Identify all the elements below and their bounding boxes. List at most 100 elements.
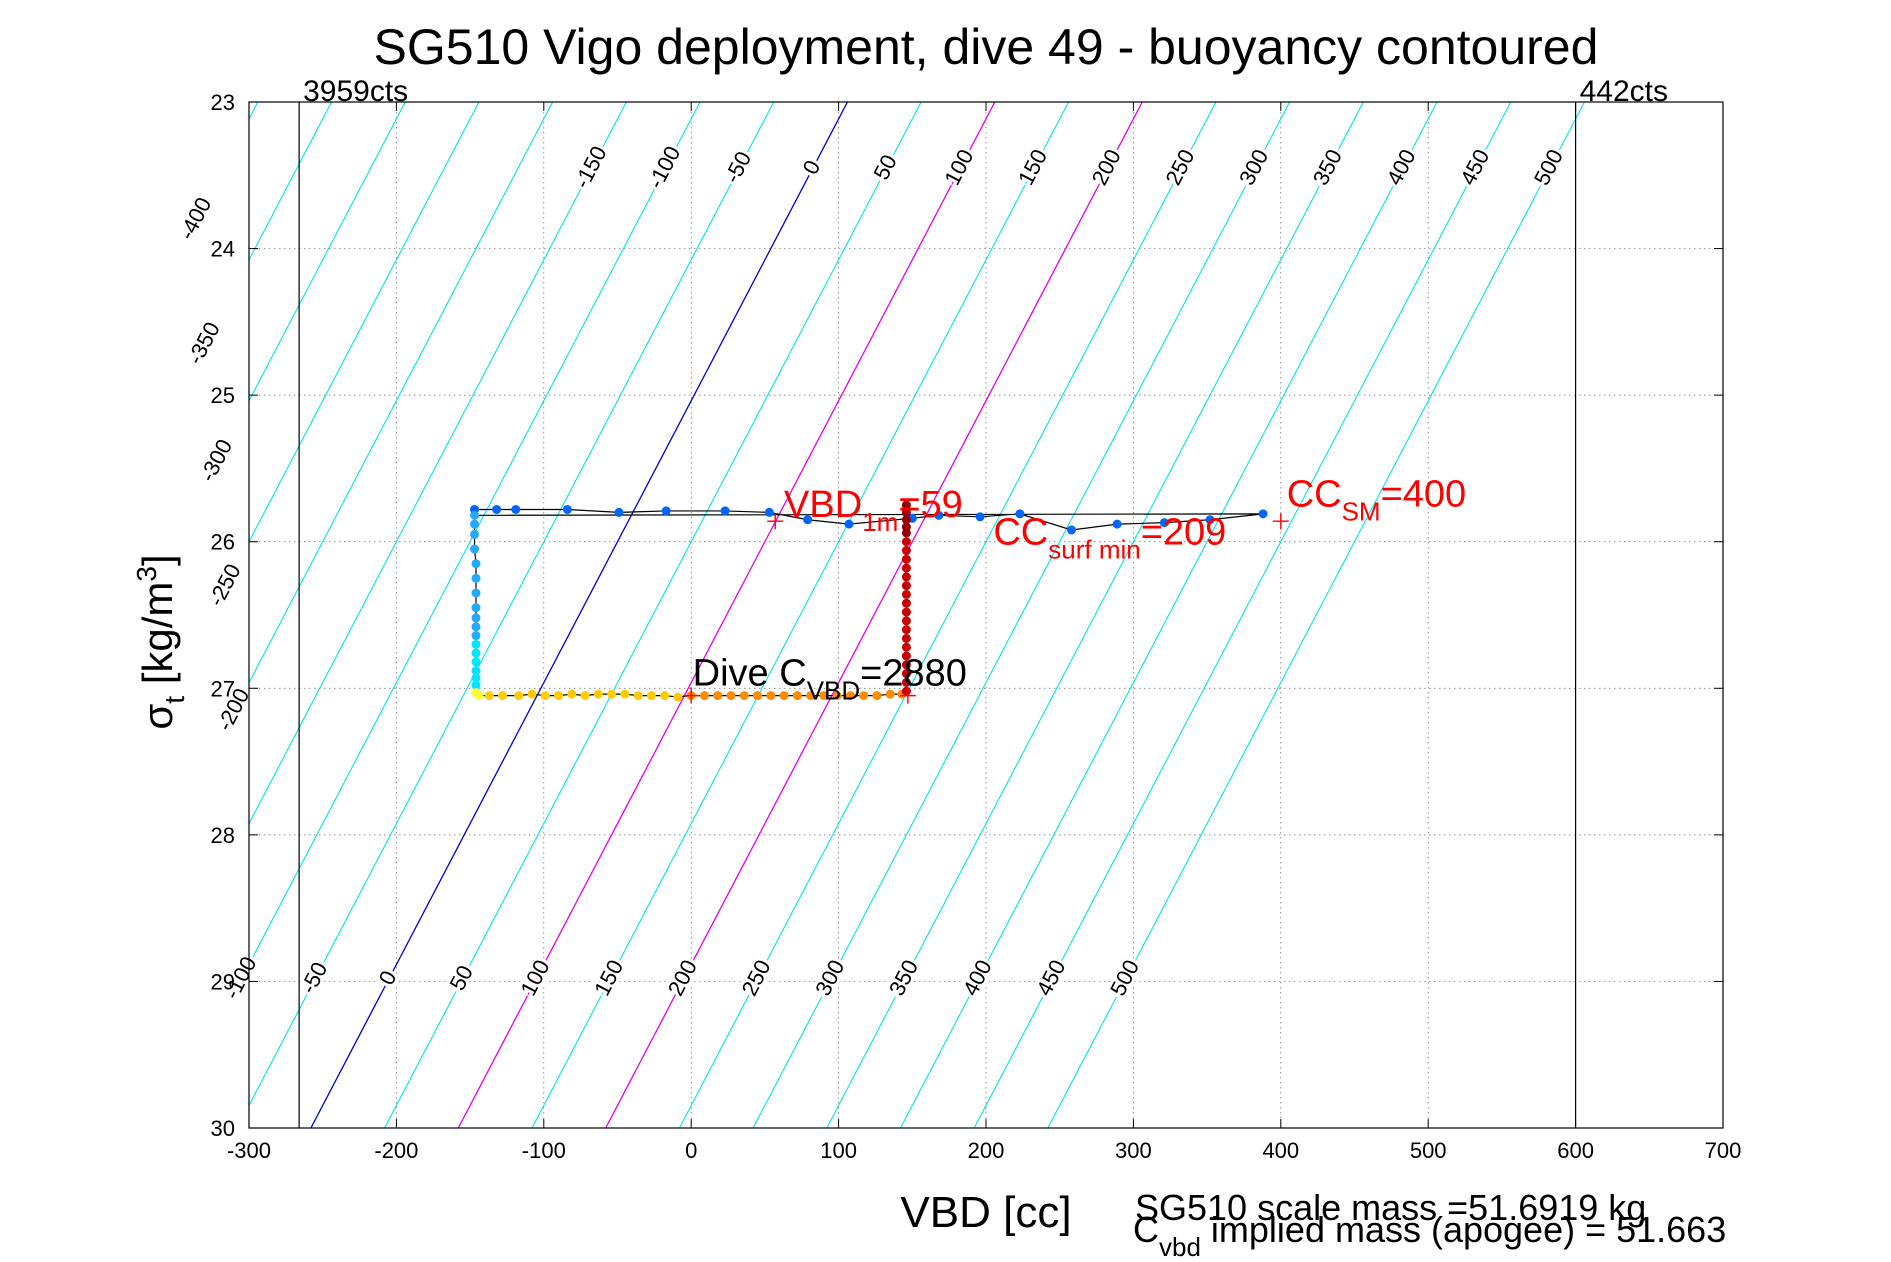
data-point-6-2 bbox=[901, 669, 911, 679]
data-point-2-5 bbox=[471, 680, 481, 690]
implied-mass-c: C bbox=[1133, 1209, 1159, 1250]
data-point-2-1 bbox=[471, 648, 481, 658]
data-point-0-3 bbox=[562, 504, 572, 514]
scale-mass-note: SG510 scale mass =51.6919 kg bbox=[1135, 1187, 1646, 1228]
data-point-4-4 bbox=[540, 691, 550, 701]
data-point-6-1 bbox=[901, 677, 911, 687]
y-tick-label-5: 28 bbox=[211, 823, 235, 848]
chart-title: SG510 Vigo deployment, dive 49 - buoyanc… bbox=[374, 19, 1599, 75]
contour-line--300 bbox=[249, 102, 406, 402]
data-point-7-4 bbox=[901, 500, 911, 510]
limit-label-0: 3959cts bbox=[303, 75, 408, 108]
data-point-6-11 bbox=[901, 589, 911, 599]
annotation-1-main: CC bbox=[993, 512, 1048, 554]
x-tick-label-4: 100 bbox=[820, 1138, 857, 1163]
marker-plus-3 bbox=[899, 687, 916, 704]
annotation-2-value: =400 bbox=[1381, 474, 1467, 516]
x-axis-label: VBD [cc] bbox=[900, 1188, 1071, 1237]
data-point-0-8 bbox=[803, 515, 813, 525]
y-label-units: [kg/m bbox=[134, 582, 181, 696]
data-point-4-6 bbox=[567, 689, 577, 699]
data-point-4-13 bbox=[660, 691, 670, 701]
annotation-3-main: Dive C bbox=[693, 652, 807, 694]
data-point-6-0 bbox=[901, 686, 911, 696]
data-point-5-13 bbox=[859, 691, 869, 701]
data-point-7-3 bbox=[901, 507, 911, 517]
data-point-0-7 bbox=[764, 507, 774, 517]
contour-line-0 bbox=[310, 102, 849, 1128]
x-tick-label-8: 500 bbox=[1410, 1138, 1447, 1163]
implied-mass-rest: implied mass (apogee) = 51.663 bbox=[1201, 1209, 1726, 1250]
footer-notes: SG510 scale mass =51.6919 kg Cvbd implie… bbox=[1133, 1187, 1726, 1262]
annotation-1-sub: surf min bbox=[1048, 535, 1140, 565]
x-tick-label-9: 600 bbox=[1557, 1138, 1594, 1163]
data-point-5-12 bbox=[845, 691, 855, 701]
data-point-5-1 bbox=[699, 691, 709, 701]
contour-line--200 bbox=[249, 102, 554, 684]
contour-line-300 bbox=[752, 102, 1291, 1128]
contour-line--150 bbox=[249, 102, 627, 825]
contour-line-500 bbox=[1047, 102, 1585, 1128]
data-point-6-5 bbox=[901, 642, 911, 652]
data-point-4-9 bbox=[607, 689, 617, 699]
data-point-5-3 bbox=[726, 691, 736, 701]
data-point-4-1 bbox=[498, 691, 508, 701]
data-point-4-12 bbox=[646, 691, 656, 701]
y-axis-label: σt [kg/m3] bbox=[131, 554, 190, 729]
data-point-5-5 bbox=[753, 691, 763, 701]
data-point-4-3 bbox=[527, 689, 537, 699]
x-tick-label-2: -100 bbox=[522, 1138, 566, 1163]
data-point-4-0 bbox=[484, 691, 494, 701]
y-label-sigma: σ bbox=[134, 704, 181, 730]
annotation-2: CCSM=400 bbox=[1287, 474, 1466, 527]
data-point-0-14 bbox=[1066, 525, 1076, 535]
data-point-6-4 bbox=[901, 651, 911, 661]
data-point-6-13 bbox=[901, 572, 911, 582]
data-point-0-9 bbox=[844, 519, 854, 529]
data-point-6-16 bbox=[901, 546, 911, 556]
data-point-0-4 bbox=[614, 507, 624, 517]
contour-line-250 bbox=[678, 102, 1217, 1128]
data-point-6-12 bbox=[901, 581, 911, 591]
data-point-5-8 bbox=[792, 691, 802, 701]
data-point-4-14 bbox=[673, 692, 683, 702]
marker-plus-0 bbox=[767, 513, 784, 530]
contour-line-400 bbox=[900, 102, 1438, 1128]
data-point-1-5 bbox=[471, 573, 481, 583]
data-point-7-1 bbox=[901, 522, 911, 532]
data-point-6-3 bbox=[901, 660, 911, 670]
implied-mass-sub: vbd bbox=[1159, 1232, 1201, 1262]
contour-line-450 bbox=[973, 102, 1512, 1128]
data-point-6-15 bbox=[901, 554, 911, 564]
data-point-1-6 bbox=[471, 588, 481, 598]
plot-area: -400-150 -100 -50 0 50 100 150 200 250 300 350 400 4… bbox=[171, 75, 1742, 1163]
y-tick-label-4: 27 bbox=[211, 676, 235, 701]
data-point-4-7 bbox=[580, 691, 590, 701]
contour-line-200 bbox=[605, 102, 1143, 1128]
annotation-0: VBD1m=59 bbox=[784, 484, 963, 537]
y-label-close: ] bbox=[134, 554, 181, 566]
implied-mass-note: Cvbd implied mass (apogee) = 51.663 bbox=[1133, 1209, 1726, 1262]
annotation-3-sub: VBD bbox=[807, 675, 860, 705]
data-point-4-11 bbox=[633, 691, 643, 701]
dive-data-points bbox=[470, 500, 1268, 702]
data-point-2-3 bbox=[471, 666, 481, 676]
data-point-1-4 bbox=[471, 559, 481, 569]
data-point-0-16 bbox=[1159, 518, 1169, 528]
contour-line--100 bbox=[249, 102, 701, 966]
annotation-3-value: =2880 bbox=[860, 652, 967, 694]
data-point-4-8 bbox=[593, 689, 603, 699]
data-point-6-6 bbox=[901, 633, 911, 643]
limit-label-1: 442cts bbox=[1580, 75, 1668, 108]
data-point-1-7 bbox=[471, 603, 481, 613]
x-tick-label-7: 400 bbox=[1262, 1138, 1299, 1163]
y-tick-label-1: 24 bbox=[211, 237, 235, 262]
data-point-0-15 bbox=[1112, 519, 1122, 529]
data-point-6-7 bbox=[901, 625, 911, 635]
marker-plus-2 bbox=[1272, 513, 1289, 530]
x-tick-label-1: -200 bbox=[374, 1138, 418, 1163]
data-point-0-2 bbox=[511, 504, 521, 514]
data-point-6-10 bbox=[901, 598, 911, 608]
